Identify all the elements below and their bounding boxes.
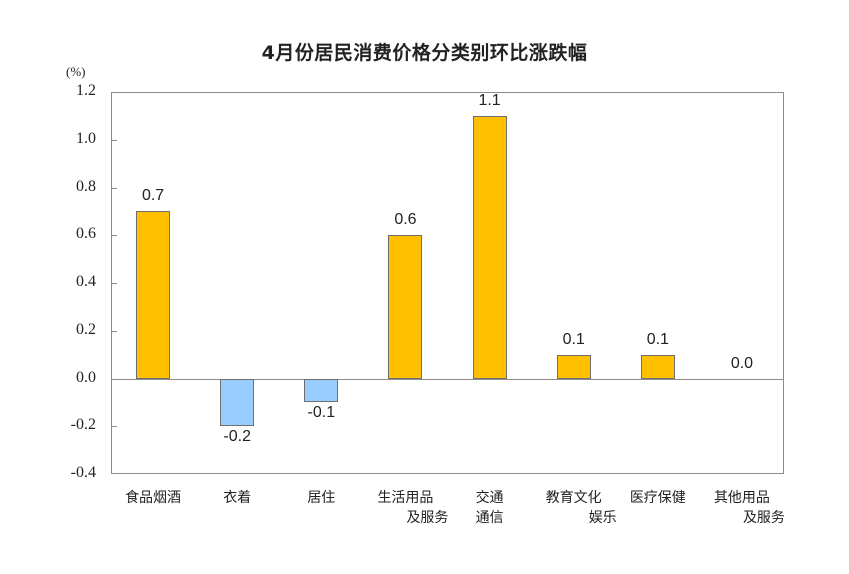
- zero-line: [111, 378, 784, 380]
- y-tick-mark: [111, 235, 117, 237]
- y-tick-mark: [111, 139, 117, 141]
- value-label: -0.2: [223, 428, 251, 446]
- x-category-label: 交通 通信: [475, 490, 504, 526]
- y-tick-label: 0.4: [76, 273, 96, 290]
- value-label: 0.1: [562, 330, 585, 348]
- x-category-label: 教育文化 娱乐: [545, 490, 617, 526]
- x-category-label: 居住: [307, 490, 336, 506]
- y-tick-mark: [111, 330, 117, 332]
- y-tick-mark: [111, 187, 117, 189]
- y-tick-mark: [111, 426, 117, 428]
- y-tick-label: -0.4: [70, 464, 96, 481]
- bar: [136, 211, 171, 379]
- y-tick-label: 0.8: [76, 177, 96, 195]
- value-label: 0.0: [730, 354, 754, 372]
- y-tick-label: 1.0: [76, 129, 96, 147]
- value-label: 0.7: [141, 187, 165, 205]
- value-label: -0.1: [307, 404, 336, 422]
- bar: [556, 354, 591, 379]
- chart-title: 4月份居民消费价格分类别环比涨跌幅: [261, 42, 588, 64]
- value-label: 0.1: [646, 330, 669, 348]
- bar: [472, 115, 507, 379]
- y-tick-label: 1.2: [76, 82, 96, 99]
- bar: [640, 354, 675, 379]
- y-tick-label: 0.2: [76, 320, 96, 338]
- x-category-label: 食品烟酒: [125, 490, 182, 506]
- y-tick-label: 0.6: [76, 225, 96, 243]
- plot-frame: [111, 92, 784, 474]
- bar: [220, 378, 255, 427]
- x-category-label: 生活用品 及服务: [377, 490, 449, 526]
- y-axis-unit: (%): [66, 64, 86, 79]
- y-tick-label: -0.2: [70, 416, 96, 434]
- value-label: 0.6: [394, 211, 417, 229]
- x-category-label: 衣着: [223, 490, 252, 506]
- bar: [388, 235, 423, 379]
- y-tick-mark: [111, 283, 117, 284]
- value-label: 1.1: [478, 91, 501, 109]
- y-tick-label: 0.0: [76, 368, 96, 386]
- x-category-label: 医疗保健: [629, 490, 686, 506]
- bar: [304, 378, 339, 403]
- x-category-label: 其他用品 及服务: [713, 490, 785, 526]
